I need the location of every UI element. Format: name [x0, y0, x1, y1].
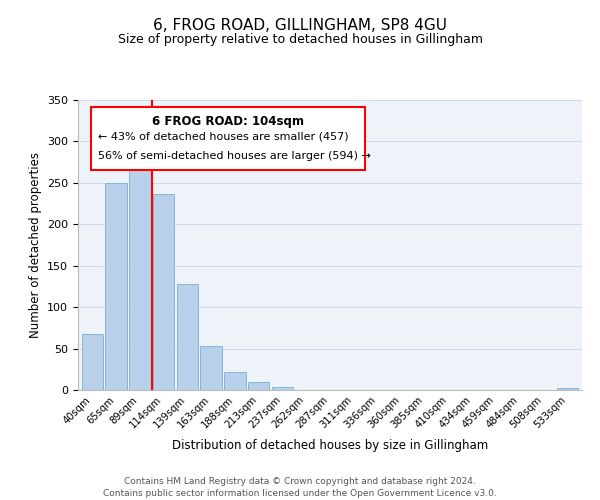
Bar: [272, 386, 293, 390]
Bar: [557, 388, 578, 390]
Text: 6 FROG ROAD: 104sqm: 6 FROG ROAD: 104sqm: [152, 116, 304, 128]
Bar: [82, 334, 103, 390]
Bar: [224, 372, 245, 390]
FancyBboxPatch shape: [91, 108, 365, 170]
Bar: [248, 382, 269, 390]
Text: 6, FROG ROAD, GILLINGHAM, SP8 4GU: 6, FROG ROAD, GILLINGHAM, SP8 4GU: [153, 18, 447, 32]
Bar: [106, 183, 127, 390]
Text: 56% of semi-detached houses are larger (594) →: 56% of semi-detached houses are larger (…: [98, 151, 371, 161]
Text: ← 43% of detached houses are smaller (457): ← 43% of detached houses are smaller (45…: [98, 132, 349, 142]
Y-axis label: Number of detached properties: Number of detached properties: [29, 152, 41, 338]
Text: Size of property relative to detached houses in Gillingham: Size of property relative to detached ho…: [118, 32, 482, 46]
Bar: [176, 284, 198, 390]
X-axis label: Distribution of detached houses by size in Gillingham: Distribution of detached houses by size …: [172, 439, 488, 452]
Bar: [200, 346, 222, 390]
Bar: [153, 194, 174, 390]
Bar: [129, 154, 151, 390]
Text: Contains HM Land Registry data © Crown copyright and database right 2024.
Contai: Contains HM Land Registry data © Crown c…: [103, 476, 497, 498]
